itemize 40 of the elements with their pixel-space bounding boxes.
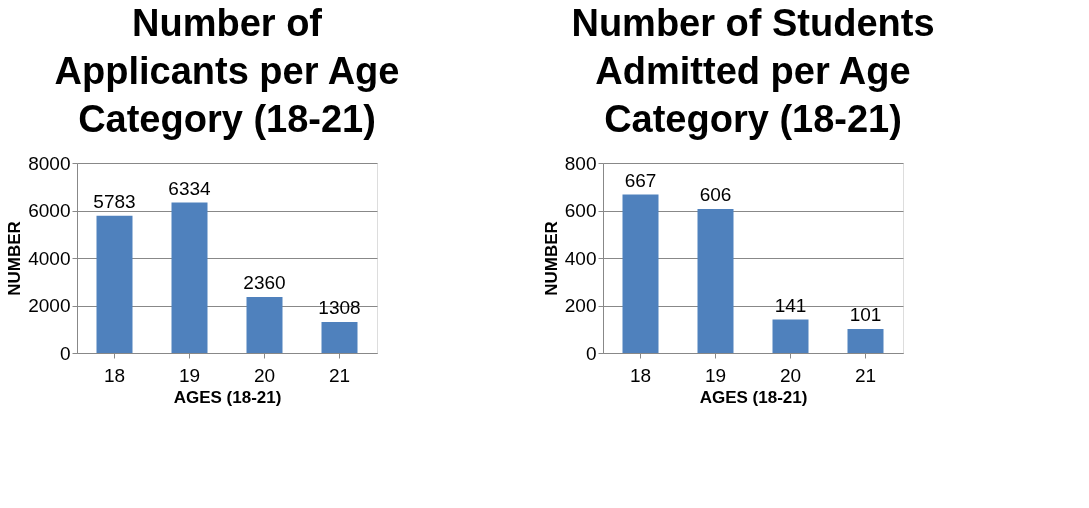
y-tick-label: 0 bbox=[585, 342, 597, 364]
y-axis-title: NUMBER bbox=[541, 221, 561, 296]
data-label: 1308 bbox=[318, 296, 361, 318]
x-tick-label: 20 bbox=[253, 364, 276, 386]
y-tick-label: 800 bbox=[564, 152, 597, 174]
x-axis-title: AGES (18-21) bbox=[173, 387, 282, 407]
bar bbox=[772, 319, 809, 353]
chart-title: Number of Students Admitted per Age Category (18-21) bbox=[571, 2, 935, 140]
data-label: 2360 bbox=[243, 271, 286, 293]
data-label: 141 bbox=[774, 294, 807, 316]
bar bbox=[171, 202, 208, 353]
bar bbox=[321, 321, 358, 353]
bar bbox=[96, 215, 133, 353]
y-tick-label: 6000 bbox=[28, 200, 71, 221]
x-tick-label: 19 bbox=[704, 364, 727, 386]
bar bbox=[697, 209, 734, 353]
y-tick-label: 8000 bbox=[28, 152, 71, 174]
bar bbox=[246, 296, 283, 353]
x-tick-label: 18 bbox=[103, 364, 126, 386]
x-axis-title: AGES (18-21) bbox=[699, 387, 808, 407]
y-tick-label: 4000 bbox=[28, 247, 71, 269]
x-tick-label: 19 bbox=[178, 364, 201, 386]
y-tick-label: 200 bbox=[564, 295, 597, 316]
y-tick-label: 400 bbox=[564, 247, 597, 269]
y-axis-title: NUMBER bbox=[5, 221, 25, 296]
x-tick-label: 21 bbox=[328, 364, 351, 386]
data-label: 6334 bbox=[168, 177, 212, 199]
data-label: 606 bbox=[699, 184, 732, 206]
x-tick-label: 20 bbox=[779, 364, 802, 386]
bar bbox=[847, 329, 884, 353]
y-tick-label: 0 bbox=[59, 342, 71, 364]
bar bbox=[622, 194, 659, 353]
data-label: 667 bbox=[624, 169, 657, 191]
x-tick-label: 18 bbox=[629, 364, 652, 386]
chart-title: Number of Applicants per Age Category (18-21) bbox=[54, 2, 400, 140]
y-tick-label: 600 bbox=[564, 200, 597, 221]
y-tick-label: 2000 bbox=[28, 295, 71, 316]
data-label: 101 bbox=[849, 304, 882, 326]
x-tick-label: 21 bbox=[854, 364, 877, 386]
data-label: 5783 bbox=[93, 190, 136, 212]
